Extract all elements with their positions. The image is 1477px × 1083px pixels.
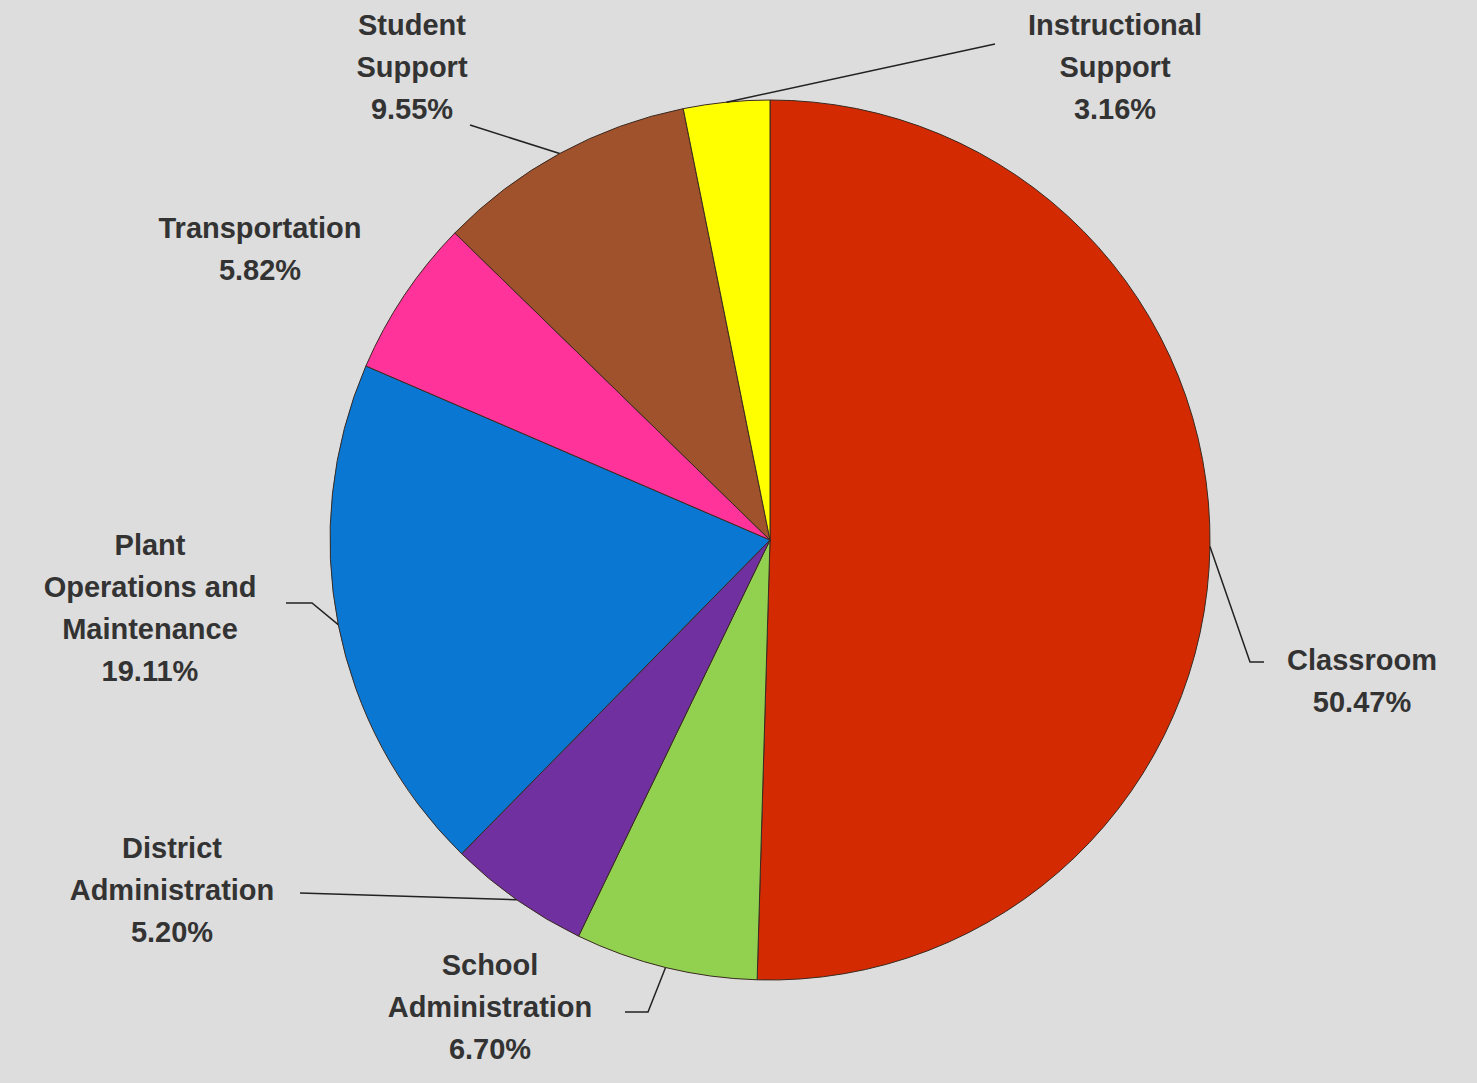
svg-text:InstructionalSupport3.16%: InstructionalSupport3.16%	[1028, 9, 1202, 125]
svg-text:Transportation5.82%: Transportation5.82%	[158, 212, 361, 286]
svg-text:DistrictAdministration5.20%: DistrictAdministration5.20%	[70, 832, 275, 948]
svg-text:StudentSupport9.55%: StudentSupport9.55%	[356, 9, 467, 125]
svg-text:Classroom50.47%: Classroom50.47%	[1287, 644, 1437, 718]
svg-text:PlantOperations andMaintenance: PlantOperations andMaintenance19.11%	[44, 529, 257, 687]
svg-text:SchoolAdministration6.70%: SchoolAdministration6.70%	[388, 949, 593, 1065]
